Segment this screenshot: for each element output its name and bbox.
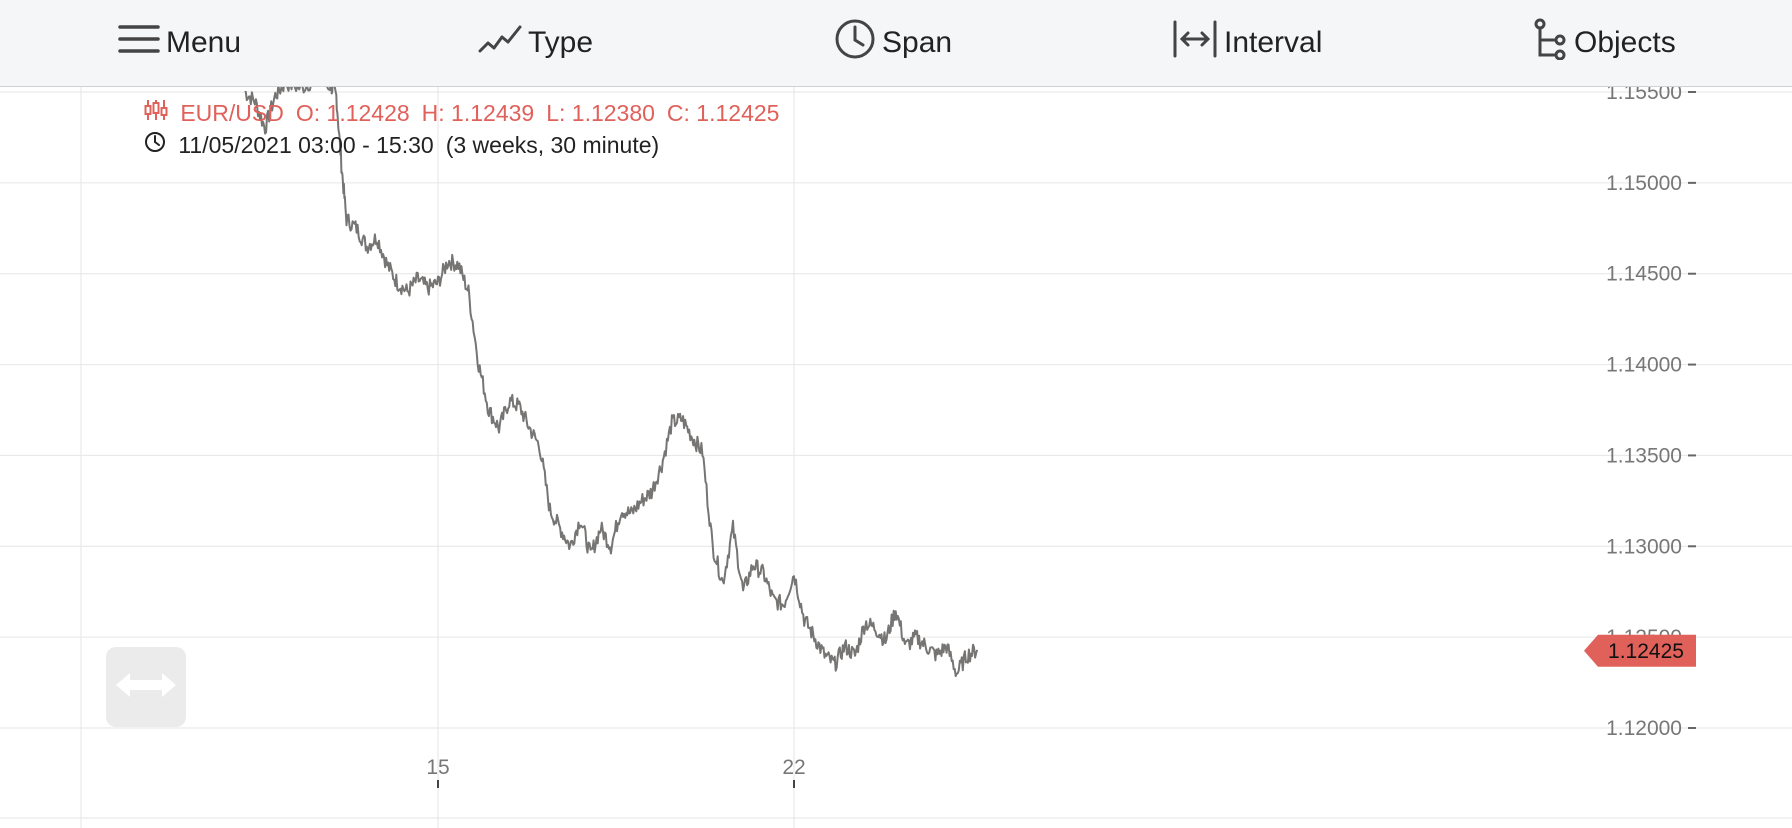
last-price-badge [1584, 634, 1696, 667]
price-chart[interactable]: 1.15500 1.15000 1.14500 1.14000 1.13500 1.130… [0, 86, 1792, 828]
y-tick-label: 1.15500 [1606, 86, 1682, 104]
candlestick-icon [106, 72, 168, 154]
span-label: Span [882, 26, 953, 59]
scroll-reset-button[interactable] [106, 647, 186, 727]
range-row: 11/05/2021 03:00 - 15:30 (3 weeks, 30 mi… [106, 130, 791, 160]
y-tick-label: 1.12000 [1606, 717, 1682, 740]
y-tick-label: 1.14500 [1606, 263, 1682, 286]
last-price-label: 1.12425 [1608, 640, 1684, 663]
menu-button[interactable]: Menu [118, 20, 241, 66]
y-tick-label: 1.13000 [1606, 535, 1682, 558]
horizontal-arrows-icon [114, 670, 178, 705]
y-tick-label: 1.15000 [1606, 172, 1682, 195]
ohlc-info-panel: EUR/USD O: 1.12428 H: 1.12439 L: 1.12380… [106, 98, 791, 160]
type-button[interactable]: Type [478, 20, 593, 66]
clock-small-icon [106, 104, 166, 186]
span-description: (3 weeks, 30 minute) [445, 131, 660, 158]
clock-icon [834, 18, 882, 68]
low-value: L: 1.12380 [546, 99, 655, 126]
price-series-line [244, 86, 979, 678]
interval-arrows-icon [1172, 19, 1224, 67]
type-label: Type [528, 26, 594, 59]
y-tick-label: 1.13500 [1606, 444, 1682, 467]
open-value: O: 1.12428 [295, 99, 410, 126]
symbol-label: EUR/USD [180, 99, 284, 126]
objects-button[interactable]: Objects [1532, 18, 1676, 68]
menu-icon [118, 21, 166, 65]
x-tick-label: 22 [782, 756, 805, 779]
span-button[interactable]: Span [834, 18, 953, 68]
interval-label: Interval [1224, 26, 1323, 59]
toolbar: Menu Type Span Interval Objects [0, 0, 1792, 87]
high-value: H: 1.12439 [421, 99, 535, 126]
line-chart-icon [478, 21, 528, 65]
objects-label: Objects [1574, 26, 1676, 59]
y-tick-label: 1.14000 [1606, 354, 1682, 377]
interval-button[interactable]: Interval [1172, 20, 1322, 66]
x-tick-label: 15 [426, 756, 449, 779]
menu-label: Menu [166, 26, 242, 59]
close-value: C: 1.12425 [666, 99, 780, 126]
ohlc-row: EUR/USD O: 1.12428 H: 1.12439 L: 1.12380… [106, 98, 791, 128]
date-range-label: 11/05/2021 03:00 - 15:30 [178, 131, 434, 158]
objects-tree-icon [1532, 18, 1574, 68]
chart-area[interactable]: 1.15500 1.15000 1.14500 1.14000 1.13500 1.130… [0, 86, 1792, 828]
